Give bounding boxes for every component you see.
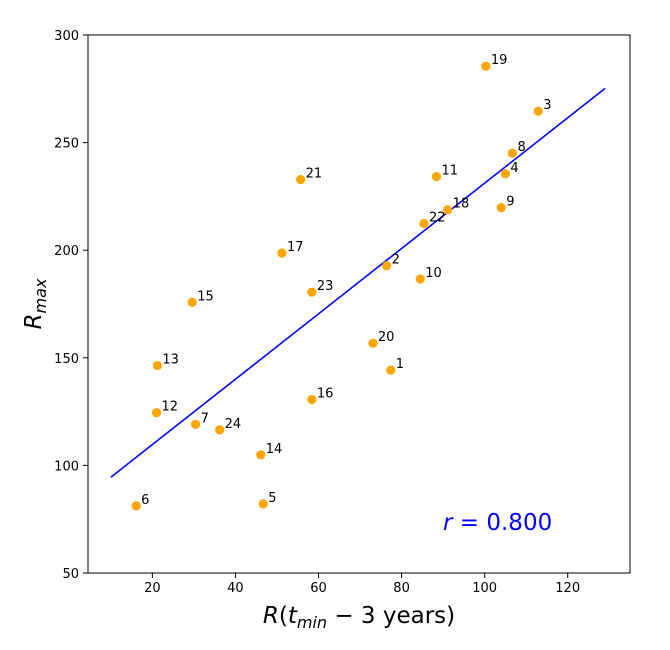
point-label: 15 bbox=[197, 289, 214, 304]
point-label: 9 bbox=[506, 195, 514, 210]
fit-annotation: r = 0.800 bbox=[443, 510, 552, 536]
x-tick-label: 120 bbox=[555, 581, 580, 596]
point-label: 8 bbox=[517, 140, 525, 155]
point-label: 2 bbox=[392, 253, 400, 268]
data-point bbox=[307, 287, 317, 297]
data-point bbox=[307, 394, 317, 405]
point-label: 19 bbox=[491, 53, 508, 68]
data-point bbox=[152, 360, 162, 371]
y-tick-label: 200 bbox=[54, 244, 79, 259]
point-label: 7 bbox=[201, 411, 209, 426]
data-point bbox=[187, 297, 197, 307]
point-label: 22 bbox=[429, 211, 446, 226]
point-label: 23 bbox=[317, 279, 334, 294]
y-tick-label: 100 bbox=[54, 459, 79, 474]
fit-line bbox=[110, 87, 606, 478]
point-label: 16 bbox=[317, 387, 334, 402]
data-point bbox=[382, 261, 392, 271]
data-point bbox=[507, 148, 518, 158]
y-tick-label: 50 bbox=[62, 567, 79, 582]
point-label: 6 bbox=[141, 493, 149, 508]
point-label: 5 bbox=[268, 491, 276, 506]
data-point bbox=[151, 408, 162, 418]
x-tick-label: 20 bbox=[144, 581, 161, 596]
point-label: 12 bbox=[162, 400, 179, 415]
y-tick-label: 150 bbox=[54, 352, 79, 367]
x-tick-label: 100 bbox=[472, 581, 497, 596]
point-label: 20 bbox=[378, 330, 395, 345]
data-point bbox=[419, 218, 429, 229]
y-axis-title: Rmax bbox=[21, 278, 50, 329]
point-label: 4 bbox=[510, 161, 518, 176]
x-axis-title: R(tmin − 3 years) bbox=[263, 603, 455, 632]
data-point bbox=[533, 106, 543, 116]
x-tick-label: 80 bbox=[393, 581, 410, 596]
data-point bbox=[256, 450, 266, 460]
plot-frame bbox=[87, 34, 631, 574]
data-point bbox=[481, 61, 491, 71]
point-label: 14 bbox=[266, 442, 283, 457]
data-point bbox=[386, 365, 396, 375]
data-point bbox=[258, 499, 268, 509]
data-point bbox=[368, 338, 378, 348]
point-label: 13 bbox=[162, 353, 179, 368]
data-point bbox=[296, 175, 306, 185]
point-label: 3 bbox=[543, 98, 551, 113]
point-label: 11 bbox=[441, 164, 458, 179]
data-point bbox=[131, 501, 141, 511]
x-tick-label: 40 bbox=[227, 581, 244, 596]
data-point bbox=[190, 419, 201, 429]
data-point bbox=[277, 248, 287, 258]
y-tick-label: 300 bbox=[54, 29, 79, 44]
data-point bbox=[496, 202, 506, 213]
data-point bbox=[415, 274, 425, 284]
point-label: 10 bbox=[425, 266, 442, 281]
point-label: 1 bbox=[396, 357, 404, 372]
data-point bbox=[215, 425, 225, 435]
point-label: 24 bbox=[225, 417, 242, 432]
point-label: 21 bbox=[306, 167, 323, 182]
point-label: 17 bbox=[287, 240, 304, 255]
y-tick-label: 250 bbox=[54, 137, 79, 152]
point-label: 18 bbox=[453, 197, 470, 212]
data-point bbox=[443, 205, 453, 215]
x-tick-label: 60 bbox=[310, 581, 327, 596]
data-point bbox=[500, 169, 511, 179]
data-point bbox=[431, 172, 442, 182]
